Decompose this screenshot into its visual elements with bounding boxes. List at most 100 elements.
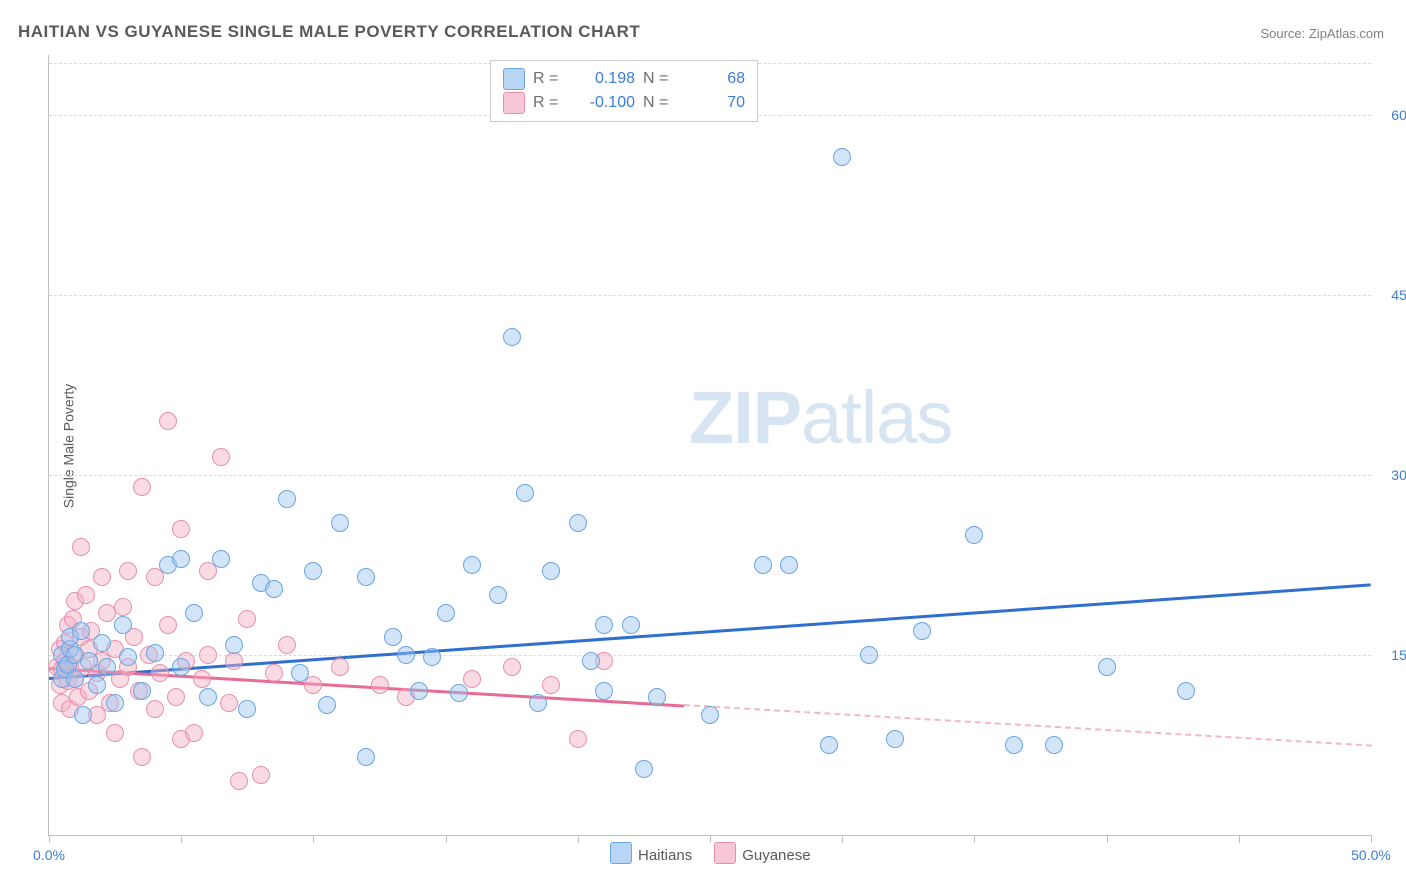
legend-stats-row: R =0.198N =68 <box>503 67 745 91</box>
data-point <box>622 616 640 634</box>
data-point <box>371 676 389 694</box>
data-point <box>569 514 587 532</box>
legend-swatch <box>503 92 525 114</box>
data-point <box>780 556 798 574</box>
data-point <box>331 514 349 532</box>
data-point <box>159 412 177 430</box>
data-point <box>172 550 190 568</box>
data-point <box>331 658 349 676</box>
data-point <box>106 724 124 742</box>
data-point <box>230 772 248 790</box>
data-point <box>437 604 455 622</box>
legend-series-item: Haitians <box>610 842 692 864</box>
source-credit: Source: ZipAtlas.com <box>1260 26 1384 41</box>
legend-swatch <box>714 842 736 864</box>
regression-line <box>49 583 1371 680</box>
data-point <box>220 694 238 712</box>
data-point <box>701 706 719 724</box>
data-point <box>265 664 283 682</box>
data-point <box>278 490 296 508</box>
data-point <box>463 670 481 688</box>
data-point <box>106 694 124 712</box>
data-point <box>582 652 600 670</box>
data-point <box>463 556 481 574</box>
x-tick <box>578 835 579 843</box>
data-point <box>167 688 185 706</box>
data-point <box>450 684 468 702</box>
data-point <box>542 676 560 694</box>
legend-r-value: 0.198 <box>575 67 635 91</box>
data-point <box>151 664 169 682</box>
source-link[interactable]: ZipAtlas.com <box>1309 26 1384 41</box>
regression-line <box>683 704 1371 747</box>
legend-r-label: R = <box>533 91 567 115</box>
data-point <box>860 646 878 664</box>
data-point <box>238 700 256 718</box>
data-point <box>193 670 211 688</box>
legend-series-label: Guyanese <box>742 847 810 864</box>
x-tick <box>49 835 50 843</box>
legend-swatch <box>503 68 525 90</box>
data-point <box>98 658 116 676</box>
data-point <box>886 730 904 748</box>
x-tick-label: 0.0% <box>33 847 65 863</box>
legend-series-label: Haitians <box>638 847 692 864</box>
data-point <box>212 448 230 466</box>
data-point <box>172 658 190 676</box>
x-tick <box>1239 835 1240 843</box>
watermark: ZIPatlas <box>689 375 952 460</box>
x-tick <box>313 835 314 843</box>
data-point <box>397 646 415 664</box>
legend-stats-row: R =-0.100N =70 <box>503 91 745 115</box>
data-point <box>820 736 838 754</box>
data-point <box>542 562 560 580</box>
data-point <box>833 148 851 166</box>
data-point <box>503 658 521 676</box>
chart-title: HAITIAN VS GUYANESE SINGLE MALE POVERTY … <box>18 22 640 42</box>
data-point <box>77 586 95 604</box>
legend-stats-box: R =0.198N =68R =-0.100N =70 <box>490 60 758 122</box>
legend-swatch <box>610 842 632 864</box>
data-point <box>265 580 283 598</box>
data-point <box>252 766 270 784</box>
data-point <box>503 328 521 346</box>
data-point <box>304 562 322 580</box>
data-point <box>199 688 217 706</box>
data-point <box>529 694 547 712</box>
plot-area: ZIPatlas 15.0%30.0%45.0%60.0%0.0%50.0% <box>48 55 1371 836</box>
data-point <box>489 586 507 604</box>
data-point <box>74 706 92 724</box>
x-tick <box>842 835 843 843</box>
x-tick <box>1371 835 1372 843</box>
data-point <box>238 610 256 628</box>
data-point <box>1045 736 1063 754</box>
data-point <box>1098 658 1116 676</box>
data-point <box>423 648 441 666</box>
data-point <box>357 748 375 766</box>
data-point <box>93 568 111 586</box>
data-point <box>595 616 613 634</box>
data-point <box>754 556 772 574</box>
x-tick <box>446 835 447 843</box>
data-point <box>225 652 243 670</box>
data-point <box>965 526 983 544</box>
data-point <box>648 688 666 706</box>
x-tick <box>974 835 975 843</box>
data-point <box>278 636 296 654</box>
data-point <box>635 760 653 778</box>
data-point <box>291 664 309 682</box>
watermark-atlas: atlas <box>801 376 952 459</box>
legend-n-value: 68 <box>685 67 745 91</box>
data-point <box>410 682 428 700</box>
legend-n-value: 70 <box>685 91 745 115</box>
legend-r-value: -0.100 <box>575 91 635 115</box>
data-point <box>146 644 164 662</box>
data-point <box>114 598 132 616</box>
x-tick-label: 50.0% <box>1351 847 1391 863</box>
data-point <box>569 730 587 748</box>
gridline <box>49 655 1371 656</box>
data-point <box>146 700 164 718</box>
data-point <box>159 616 177 634</box>
data-point <box>516 484 534 502</box>
y-tick-label: 30.0% <box>1376 467 1406 483</box>
